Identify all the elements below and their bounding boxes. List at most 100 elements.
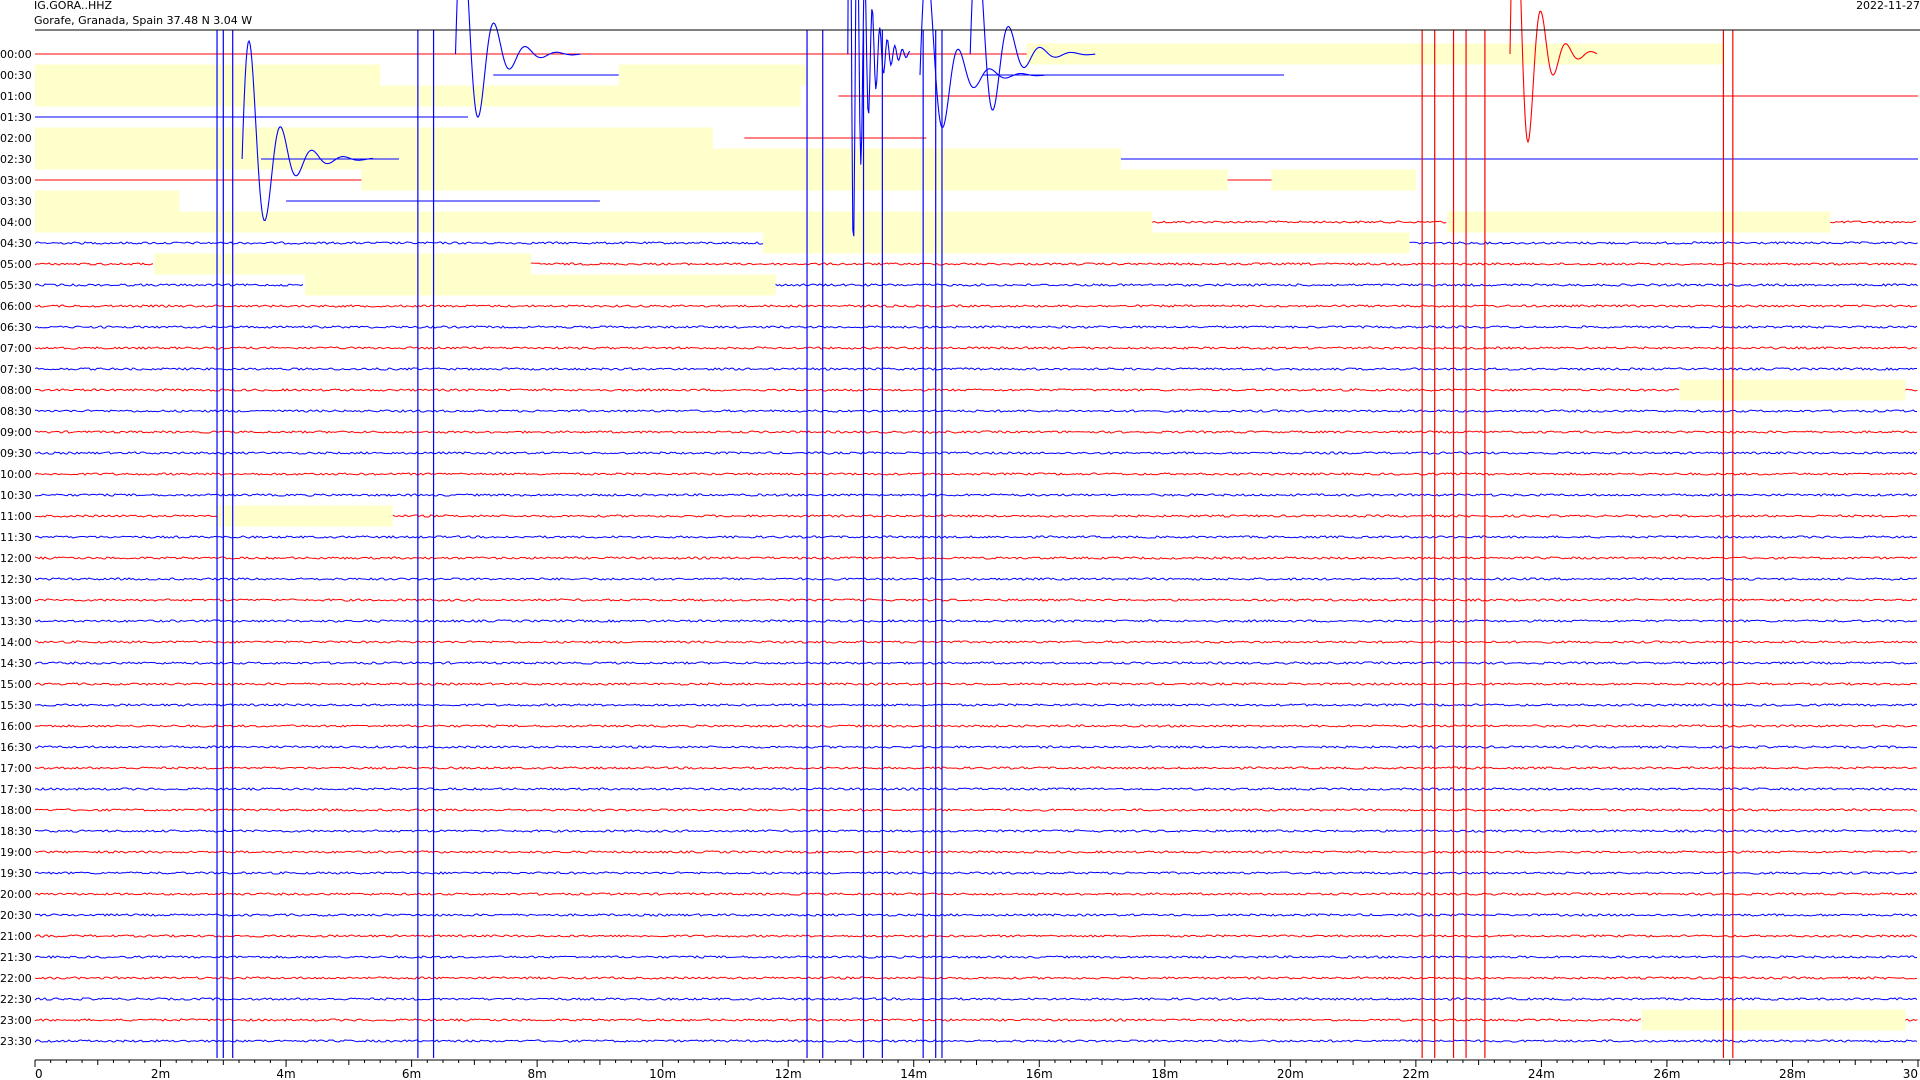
trace-row-1230-0 — [34, 577, 1918, 581]
trace-row-1530-0 — [34, 703, 1918, 707]
trace-row-1830-0 — [34, 829, 1918, 833]
trace-row-1700-0 — [34, 766, 1918, 770]
row-label-1330: 13:30 — [0, 615, 32, 628]
row-label-1730: 17:30 — [0, 783, 32, 796]
x-tick-label-3: 6m — [402, 1067, 421, 1080]
row-label-1430: 14:30 — [0, 657, 32, 670]
row-label-1900: 19:00 — [0, 846, 32, 859]
row-label-0030: 00:30 — [0, 69, 32, 82]
data-gap-9 — [35, 211, 1153, 233]
row-label-0900: 09:00 — [0, 426, 32, 439]
row-label-1200: 12:00 — [0, 552, 32, 565]
x-tick-label-8: 16m — [1026, 1067, 1053, 1080]
trace-row-1930-0 — [34, 871, 1918, 875]
trace-row-2000-0 — [34, 892, 1918, 896]
data-gap-6 — [361, 169, 1228, 191]
trace-row-0430-1 — [1409, 241, 1918, 245]
row-label-0430: 04:30 — [0, 237, 32, 250]
data-gap-1 — [35, 64, 381, 86]
x-tick-label-10: 20m — [1277, 1067, 1304, 1080]
row-label-0530: 05:30 — [0, 279, 32, 292]
data-gap-11 — [763, 232, 1410, 254]
trace-layer — [34, 53, 1918, 1043]
data-gap-16 — [1641, 1009, 1906, 1031]
data-gap-12 — [154, 253, 531, 275]
trace-row-1300-0 — [34, 598, 1918, 602]
row-label-1930: 19:30 — [0, 867, 32, 880]
data-gap-15 — [217, 505, 393, 527]
trace-row-0700-0 — [34, 346, 1918, 350]
row-label-1000: 10:00 — [0, 468, 32, 481]
row-label-0400: 04:00 — [0, 216, 32, 229]
x-tick-label-1: 2m — [151, 1067, 170, 1080]
x-tick-label-11: 22m — [1402, 1067, 1429, 1080]
trace-row-1000-0 — [34, 472, 1918, 476]
x-tick-label-12: 24m — [1528, 1067, 1555, 1080]
x-tick-label-4: 8m — [527, 1067, 546, 1080]
row-label-2030: 20:30 — [0, 909, 32, 922]
row-label-1400: 14:00 — [0, 636, 32, 649]
row-label-0100: 01:00 — [0, 90, 32, 103]
station-location: Gorafe, Granada, Spain 37.48 N 3.04 W — [34, 14, 253, 27]
trace-row-0930-0 — [34, 451, 1918, 455]
row-label-1530: 15:30 — [0, 699, 32, 712]
row-label-1830: 18:30 — [0, 825, 32, 838]
row-label-layer: 00:00 00:30 01:00 01:30 02:00 02:30 03:00 03:30… — [0, 48, 32, 1048]
station-code: IG.GORA..HHZ — [34, 0, 113, 12]
row-label-2330: 23:30 — [0, 1035, 32, 1048]
trace-row-0530-0 — [34, 283, 304, 287]
trace-row-0530-1 — [775, 283, 1918, 287]
data-gap-13 — [304, 274, 776, 296]
trace-row-0630-0 — [34, 325, 1918, 329]
trace-row-0430-0 — [34, 241, 764, 245]
event-waveform-5 — [847, 0, 911, 237]
event-waveform-3 — [969, 0, 1096, 111]
row-label-0600: 06:00 — [0, 300, 32, 313]
trace-row-1800-0 — [34, 808, 1918, 812]
trace-row-0900-0 — [34, 430, 1918, 434]
row-label-0700: 07:00 — [0, 342, 32, 355]
trace-row-0800-0 — [34, 388, 1680, 392]
trace-row-2030-0 — [34, 913, 1918, 917]
row-label-1700: 17:00 — [0, 762, 32, 775]
row-label-1230: 12:30 — [0, 573, 32, 586]
trace-row-1430-0 — [34, 661, 1918, 665]
x-tick-label-2: 4m — [276, 1067, 295, 1080]
data-gap-0 — [1026, 43, 1724, 65]
data-gap-8 — [35, 190, 180, 212]
row-label-0830: 08:30 — [0, 405, 32, 418]
x-tick-label-9: 18m — [1151, 1067, 1178, 1080]
data-gap-4 — [35, 127, 713, 149]
trace-row-2330-0 — [34, 1039, 1918, 1043]
row-label-1600: 16:00 — [0, 720, 32, 733]
row-label-0500: 05:00 — [0, 258, 32, 271]
row-label-2300: 23:00 — [0, 1014, 32, 1027]
trace-row-1730-0 — [34, 787, 1917, 791]
trace-row-2200-0 — [34, 976, 1918, 980]
trace-row-2300-0 — [34, 1018, 1642, 1022]
row-label-2100: 21:00 — [0, 930, 32, 943]
row-label-2130: 21:30 — [0, 951, 32, 964]
row-label-1800: 18:00 — [0, 804, 32, 817]
trace-row-1130-0 — [34, 535, 1918, 539]
x-tick-label-13: 26m — [1653, 1067, 1680, 1080]
trace-row-1500-0 — [34, 682, 1918, 686]
data-gap-5 — [35, 148, 1121, 170]
trace-row-1900-0 — [34, 850, 1918, 854]
row-label-2230: 22:30 — [0, 993, 32, 1006]
row-label-0300: 03:00 — [0, 174, 32, 187]
row-label-1030: 10:30 — [0, 489, 32, 502]
event-waveform-0 — [241, 39, 374, 221]
trace-row-0500-0 — [34, 262, 154, 266]
event-waveform-1 — [454, 0, 581, 118]
row-label-0000: 00:00 — [0, 48, 32, 61]
event-waveform-4 — [1509, 0, 1598, 144]
row-label-1130: 11:30 — [0, 531, 32, 544]
plot-date: 2022-11-27 — [1856, 0, 1920, 12]
row-label-0800: 08:00 — [0, 384, 32, 397]
row-label-0230: 02:30 — [0, 153, 32, 166]
row-label-0630: 06:30 — [0, 321, 32, 334]
data-gap-2 — [618, 64, 808, 86]
trace-row-1200-0 — [34, 556, 1918, 560]
trace-row-1100-1 — [392, 514, 1917, 518]
